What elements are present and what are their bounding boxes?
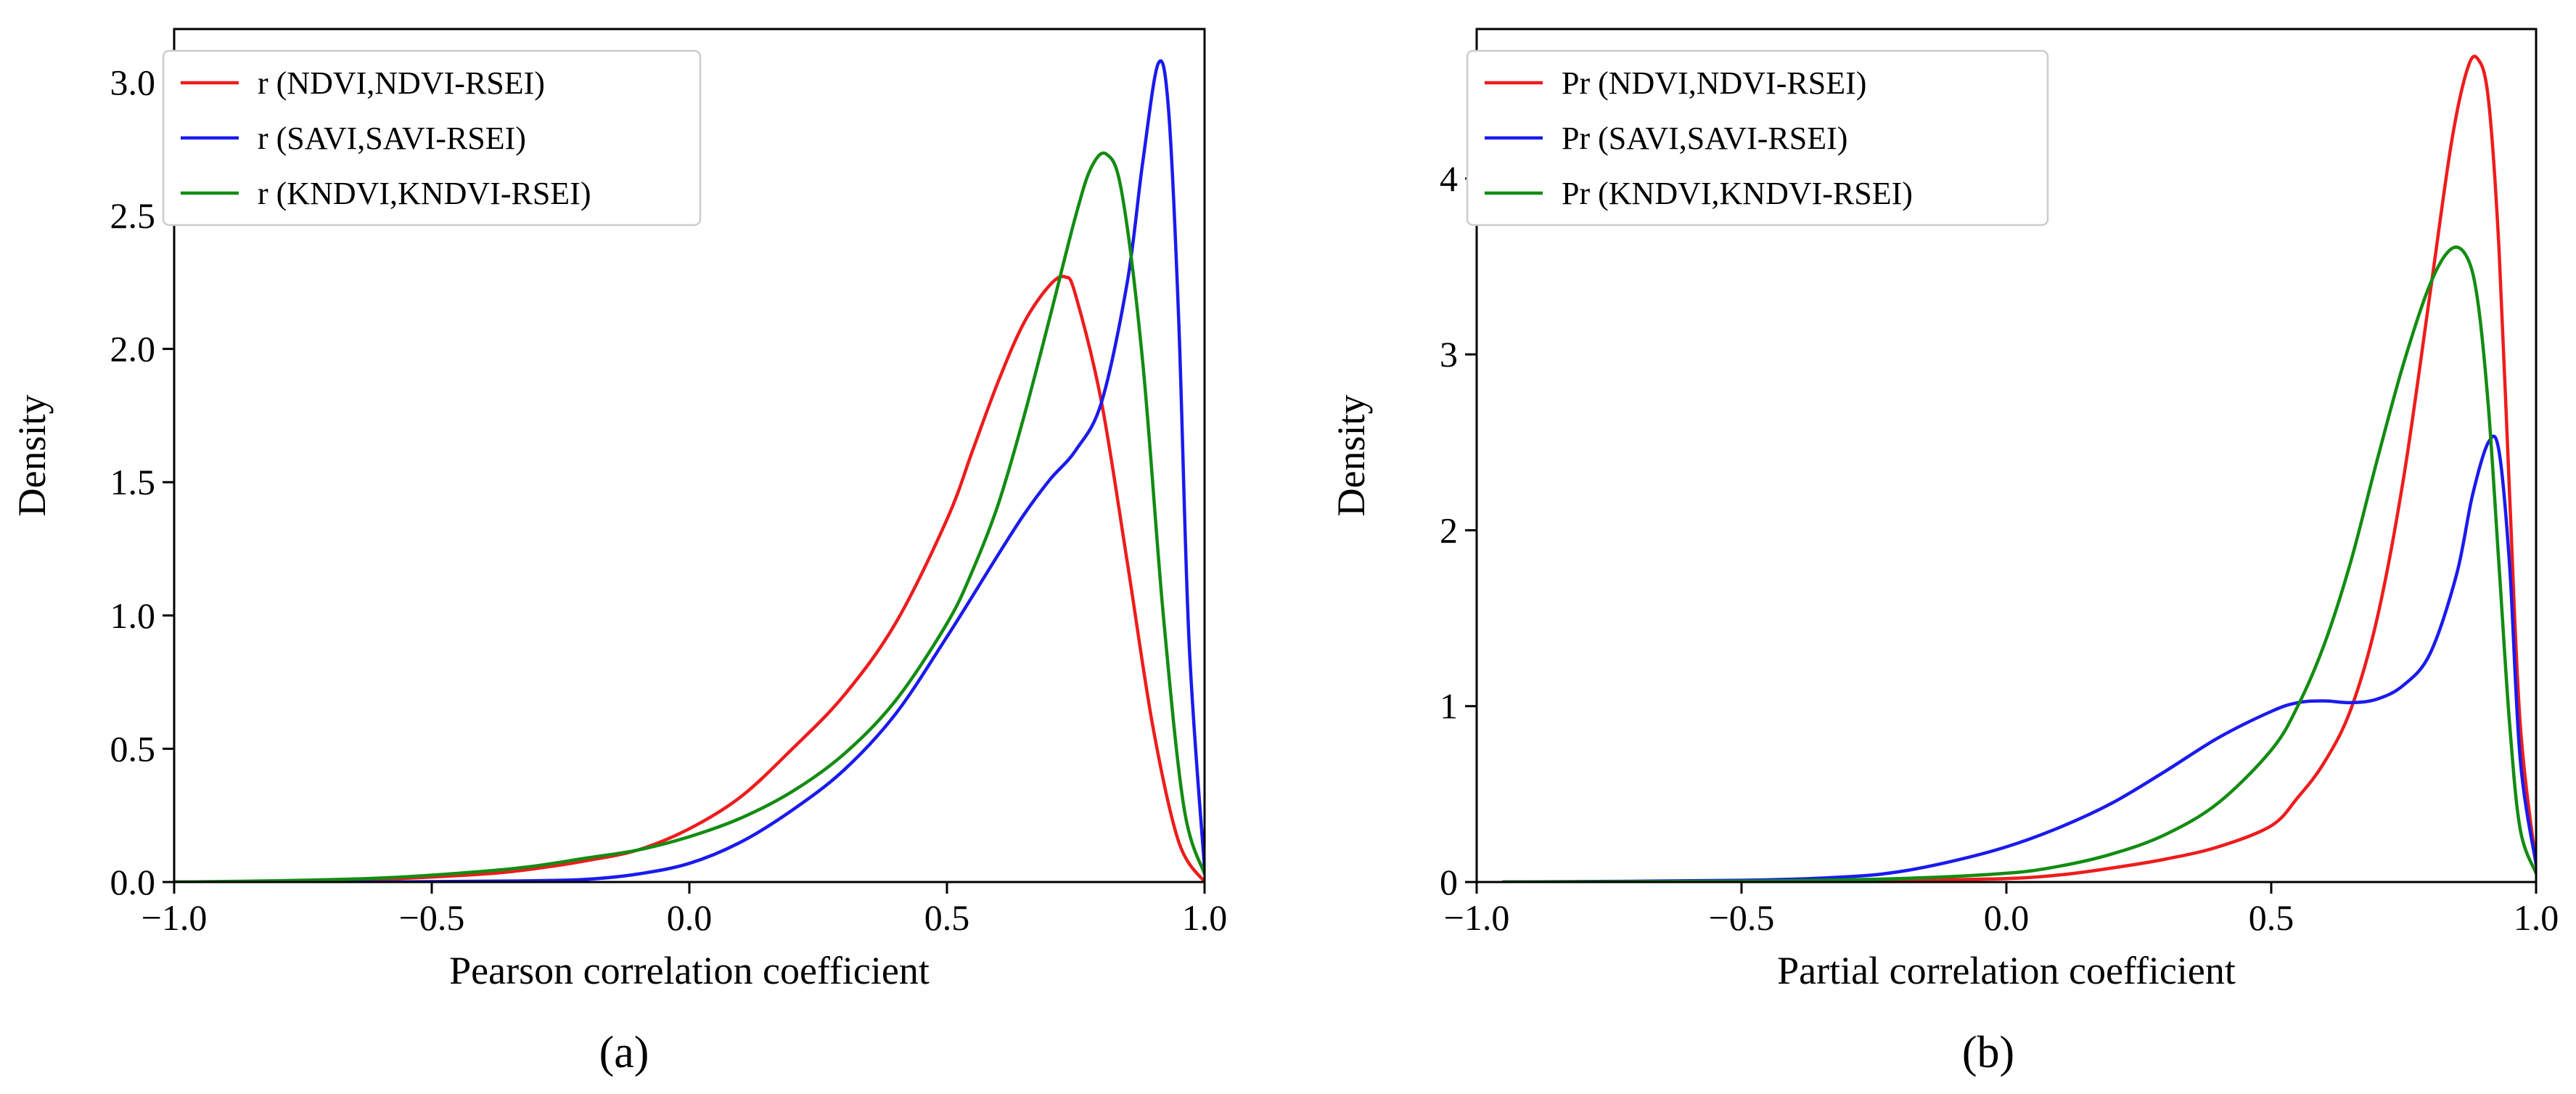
y-tick-label: 2.0 [110, 329, 156, 370]
x-tick-label: 0.0 [1984, 897, 2030, 938]
x-tick-label: 0.5 [2249, 897, 2294, 938]
legend: Pr (NDVI,NDVI-RSEI) Pr (SAVI,SAVI-RSEI) Pr… [1466, 49, 2049, 226]
series-curves [1501, 54, 2536, 882]
y-axis-label: Density [1329, 395, 1373, 517]
y-tick-label: 3.0 [110, 62, 156, 102]
legend-box [1466, 49, 2049, 226]
series-line-green [174, 151, 1205, 882]
chart-panel-a: −1.0 −0.5 0.0 0.5 1.0 0.00.51.01.52.02.53.0 … [10, 28, 1228, 1077]
panel-label: (b) [1962, 1028, 2014, 1077]
x-tick-label: 0.5 [924, 897, 970, 938]
legend-label: Pr (SAVI,SAVI-RSEI) [1562, 121, 1847, 156]
panel-label: (a) [599, 1028, 649, 1077]
series-line-red [1501, 54, 2536, 882]
y-axis-ticks: 0 1 2 3 4 [1440, 158, 1477, 902]
legend-label: r (KNDVI,KNDVI-RSEI) [258, 176, 591, 211]
x-tick-label: −1.0 [141, 897, 208, 938]
series-line-red [174, 274, 1205, 882]
y-tick-label: 0.5 [110, 728, 156, 769]
legend-label: r (SAVI,SAVI-RSEI) [258, 121, 526, 156]
y-tick-label: 1 [1440, 686, 1458, 727]
y-tick-label: 2.5 [110, 195, 156, 236]
x-tick-label: −0.5 [399, 897, 465, 938]
y-tick-label: 0.0 [110, 862, 156, 902]
legend-box [162, 49, 702, 226]
series-line-blue [1501, 434, 2536, 882]
x-tick-label: 1.0 [1182, 897, 1228, 938]
series-curves [174, 59, 1205, 882]
y-tick-label: 4 [1440, 158, 1458, 199]
legend: r (NDVI,NDVI-RSEI) r (SAVI,SAVI-RSEI) r (K… [162, 49, 702, 226]
y-tick-label: 0 [1440, 862, 1458, 902]
x-tick-label: −1.0 [1444, 897, 1510, 938]
series-line-blue [174, 59, 1205, 882]
series-line-green [1501, 245, 2536, 882]
x-tick-label: 0.0 [667, 897, 713, 938]
chart-panel-b: −1.0 −0.5 0.0 0.5 1.0 0 1 2 3 4 Partial correlat… [1329, 28, 2559, 1077]
x-axis-label: Pearson correlation coefficient [449, 949, 930, 992]
y-tick-label: 3 [1440, 334, 1458, 375]
y-axis-label: Density [10, 395, 54, 517]
legend-label: Pr (NDVI,NDVI-RSEI) [1562, 65, 1866, 101]
x-axis-label: Partial correlation coefficient [1777, 949, 2236, 992]
legend-label: Pr (KNDVI,KNDVI-RSEI) [1562, 176, 1913, 211]
y-tick-label: 2 [1440, 510, 1458, 550]
legend-label: r (NDVI,NDVI-RSEI) [258, 65, 545, 101]
x-axis-ticks: −1.0 −0.5 0.0 0.5 1.0 [1444, 882, 2559, 938]
x-axis-ticks: −1.0 −0.5 0.0 0.5 1.0 [141, 882, 1228, 938]
x-tick-label: 1.0 [2514, 897, 2559, 938]
y-tick-label: 1.5 [110, 462, 156, 502]
x-tick-label: −0.5 [1709, 897, 1775, 938]
y-tick-label: 1.0 [110, 595, 156, 636]
y-axis-ticks: 0.0 0.5 1.0 1.5 2.0 2.5 3.0 [110, 62, 174, 902]
